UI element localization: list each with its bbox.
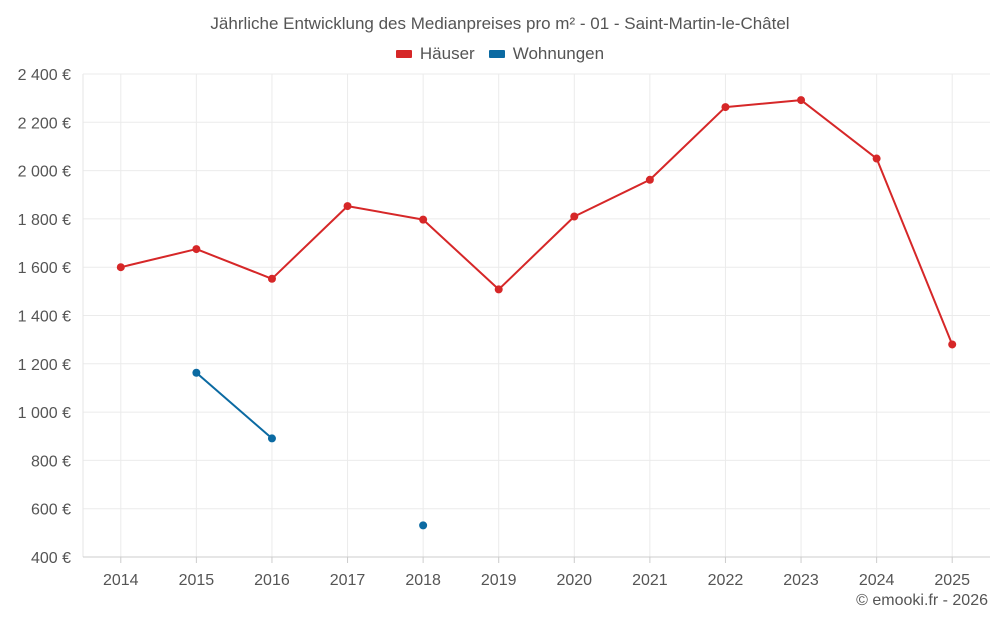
series-line-haeuser [346,205,425,221]
data-point-haeuser [721,103,730,112]
y-tick-label: 1 400 € [18,309,71,326]
x-tick-label: 2019 [481,572,517,589]
legend: Häuser Wohnungen [0,44,1000,64]
legend-label-haeuser: Häuser [419,44,475,63]
data-point-haeuser [267,274,276,283]
chart-title: Jährliche Entwicklung des Medianpreises … [210,14,790,33]
series-line-wohnungen [195,371,273,440]
series-line-haeuser [119,248,198,269]
data-point-haeuser [343,202,352,211]
data-point-haeuser [872,154,881,163]
y-tick-label: 1 800 € [18,212,71,229]
legend-item-wohnungen[interactable]: Wohnungen [488,44,605,64]
x-tick-label: 2017 [330,572,366,589]
x-tick-label: 2016 [254,572,290,589]
y-tick-label: 2 200 € [18,115,71,132]
data-point-haeuser [192,245,201,254]
data-point-wohnungen [419,521,428,530]
x-tick-label: 2022 [708,572,744,589]
series-line-haeuser [648,106,727,181]
x-tick-label: 2021 [632,572,668,589]
x-tick-label: 2024 [859,572,895,589]
series-line-haeuser [195,248,273,280]
y-tick-label: 2 400 € [18,67,71,84]
x-tick-label: 2020 [556,572,592,589]
data-point-haeuser [948,340,957,349]
legend-swatch-haeuser [395,50,412,58]
legend-item-haeuser[interactable]: Häuser [395,44,475,64]
series-line-haeuser [800,99,878,160]
y-tick-label: 1 600 € [18,260,71,277]
y-tick-label: 600 € [31,502,71,519]
data-point-haeuser [116,263,125,272]
series-line-haeuser [497,215,576,291]
data-point-haeuser [494,285,503,294]
x-tick-label: 2015 [179,572,215,589]
x-tick-label: 2025 [934,572,970,589]
x-tick-label: 2023 [783,572,819,589]
legend-swatch-wohnungen [488,50,505,58]
series-line-haeuser [270,205,349,280]
x-tick-label: 2014 [103,572,139,589]
data-point-haeuser [797,96,806,105]
y-tick-label: 1 200 € [18,357,71,374]
legend-label-wohnungen: Wohnungen [512,44,605,63]
series-line-haeuser [573,178,651,218]
data-point-wohnungen [267,434,276,443]
series-line-haeuser [724,99,803,109]
y-tick-label: 400 € [31,550,71,567]
credit-text: © emooki.fr - 2026 [856,592,988,609]
x-tick-label: 2018 [405,572,441,589]
data-point-haeuser [570,212,579,221]
series-line-haeuser [422,218,500,291]
data-point-haeuser [419,215,428,224]
y-tick-label: 2 000 € [18,164,71,181]
y-tick-label: 1 000 € [18,405,71,422]
series-line-haeuser [875,157,954,346]
data-point-wohnungen [192,368,201,377]
y-tick-label: 800 € [31,453,71,470]
data-point-haeuser [645,175,654,184]
